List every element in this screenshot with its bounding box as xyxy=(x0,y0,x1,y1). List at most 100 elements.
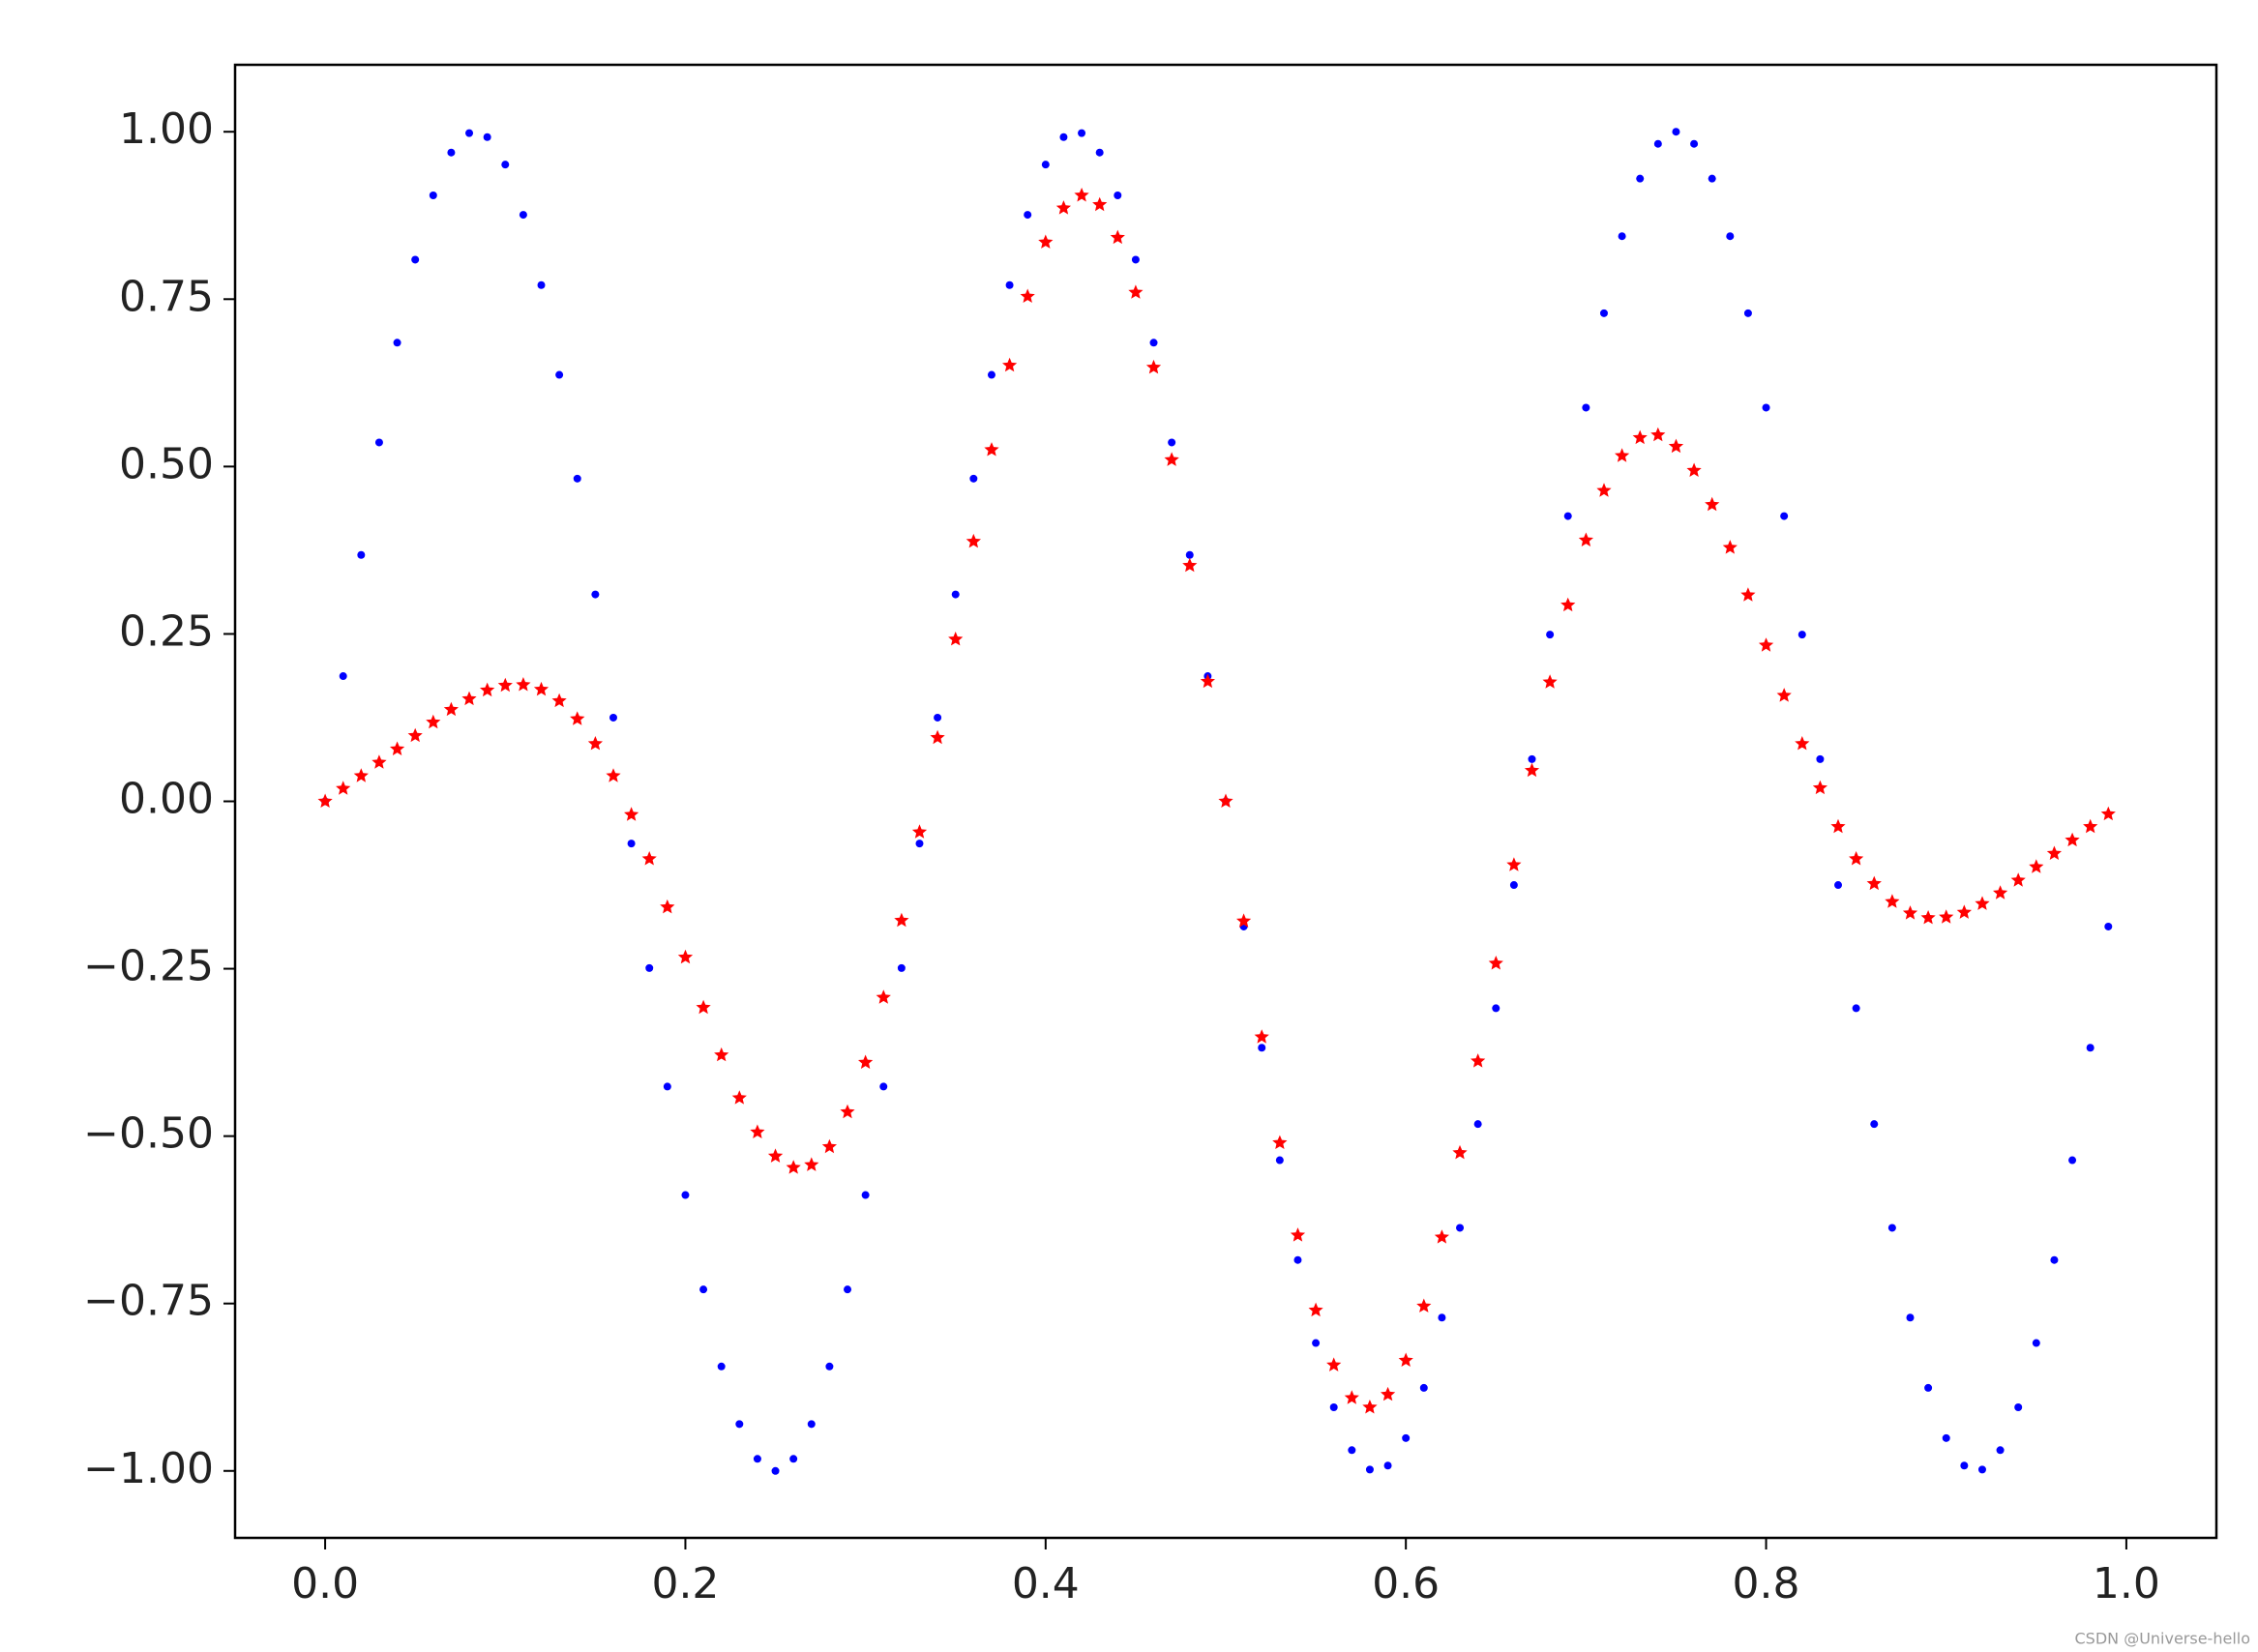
star-point xyxy=(1020,288,1035,303)
star-point xyxy=(1705,496,1720,512)
dot-point xyxy=(501,161,510,169)
dot-point xyxy=(573,474,581,483)
dot-point xyxy=(1797,631,1806,639)
star-point xyxy=(1975,896,1990,910)
y-tick-label: 0.25 xyxy=(119,606,214,656)
dot-point xyxy=(1168,438,1176,447)
y-tick-label: −0.25 xyxy=(83,942,214,991)
dot-point xyxy=(1509,881,1518,890)
star-point xyxy=(930,729,945,745)
star-point xyxy=(1722,540,1738,554)
dot-point xyxy=(537,280,546,289)
dot-point xyxy=(1456,1224,1465,1232)
star-point xyxy=(624,807,639,821)
star-point xyxy=(1650,427,1666,442)
dot-point xyxy=(1924,1383,1933,1392)
dot-point xyxy=(1059,133,1068,141)
dot-point xyxy=(1834,881,1843,890)
star-point xyxy=(966,533,981,548)
star-point xyxy=(1290,1227,1306,1242)
dot-point xyxy=(681,1191,690,1199)
dot-point xyxy=(879,1082,888,1091)
star-point xyxy=(677,949,694,964)
dot-point xyxy=(1492,1004,1500,1013)
star-point xyxy=(1686,462,1702,477)
star-point xyxy=(1254,1029,1269,1044)
dot-point xyxy=(483,133,491,141)
x-tick-label: 0.0 xyxy=(291,1559,359,1608)
dot-point xyxy=(934,713,942,722)
dot-point xyxy=(1690,139,1699,148)
star-point xyxy=(533,681,550,696)
star-point xyxy=(1885,894,1900,908)
dot-point xyxy=(1708,174,1716,183)
dot-point xyxy=(627,840,636,848)
dot-point xyxy=(465,129,474,137)
dot-point xyxy=(1149,339,1158,347)
star-point xyxy=(317,793,333,808)
y-tick-label: 0.75 xyxy=(119,272,214,321)
dot-point xyxy=(1762,403,1770,412)
x-tick-label: 0.2 xyxy=(651,1559,719,1608)
star-point xyxy=(821,1138,837,1154)
star-point xyxy=(750,1124,765,1138)
star-point xyxy=(876,989,891,1004)
dot-point xyxy=(1582,403,1590,412)
star-point xyxy=(587,736,603,751)
star-point xyxy=(371,754,387,769)
dot-point xyxy=(1887,1224,1896,1232)
star-point xyxy=(696,999,711,1015)
dot-point xyxy=(339,672,347,681)
star-point xyxy=(570,711,585,725)
x-tick-label: 0.4 xyxy=(1012,1559,1080,1608)
dot-point xyxy=(374,438,383,447)
dot-point xyxy=(1348,1446,1356,1455)
star-point xyxy=(1218,793,1233,808)
dot-point xyxy=(1258,1044,1266,1052)
star-point xyxy=(1615,448,1630,462)
dot-point xyxy=(555,370,564,379)
dot-point xyxy=(1365,1465,1374,1474)
x-tick-label: 0.8 xyxy=(1733,1559,1800,1608)
dot-point xyxy=(789,1455,798,1463)
dot-point xyxy=(429,191,437,199)
dot-point xyxy=(1041,161,1050,169)
dot-point xyxy=(1024,211,1032,220)
dot-point xyxy=(1960,1461,1969,1470)
star-point xyxy=(1308,1302,1323,1317)
dot-point xyxy=(915,840,924,848)
star-point xyxy=(894,912,909,928)
dot-point xyxy=(1546,631,1555,639)
dot-point xyxy=(1293,1255,1302,1264)
star-point xyxy=(551,693,567,708)
dot-point xyxy=(2068,1156,2077,1165)
star-point xyxy=(2100,806,2116,821)
star-point xyxy=(1326,1357,1342,1372)
dot-point xyxy=(1473,1120,1482,1129)
dot-point xyxy=(1563,512,1572,520)
star-point xyxy=(606,768,621,782)
dot-point xyxy=(393,339,401,347)
star-point xyxy=(1002,357,1018,372)
star-point xyxy=(948,632,964,646)
dot-point xyxy=(844,1285,852,1294)
star-point xyxy=(1506,857,1522,871)
dot-point xyxy=(2104,922,2113,930)
star-point xyxy=(1812,780,1827,795)
dot-point xyxy=(1402,1433,1411,1442)
dot-point xyxy=(1852,1004,1860,1013)
star-point xyxy=(1776,688,1792,702)
star-point xyxy=(443,701,459,717)
star-point xyxy=(2010,872,2026,887)
dot-point xyxy=(1419,1383,1428,1392)
star-point xyxy=(1524,762,1540,778)
star-point xyxy=(1578,532,1593,546)
star-point xyxy=(353,768,369,782)
star-point xyxy=(1668,438,1684,454)
dot-point xyxy=(951,590,960,599)
star-point xyxy=(1866,875,1882,891)
star-point xyxy=(1471,1053,1486,1068)
star-point xyxy=(1110,229,1125,245)
dot-point xyxy=(1780,512,1789,520)
dot-point xyxy=(2050,1255,2059,1264)
